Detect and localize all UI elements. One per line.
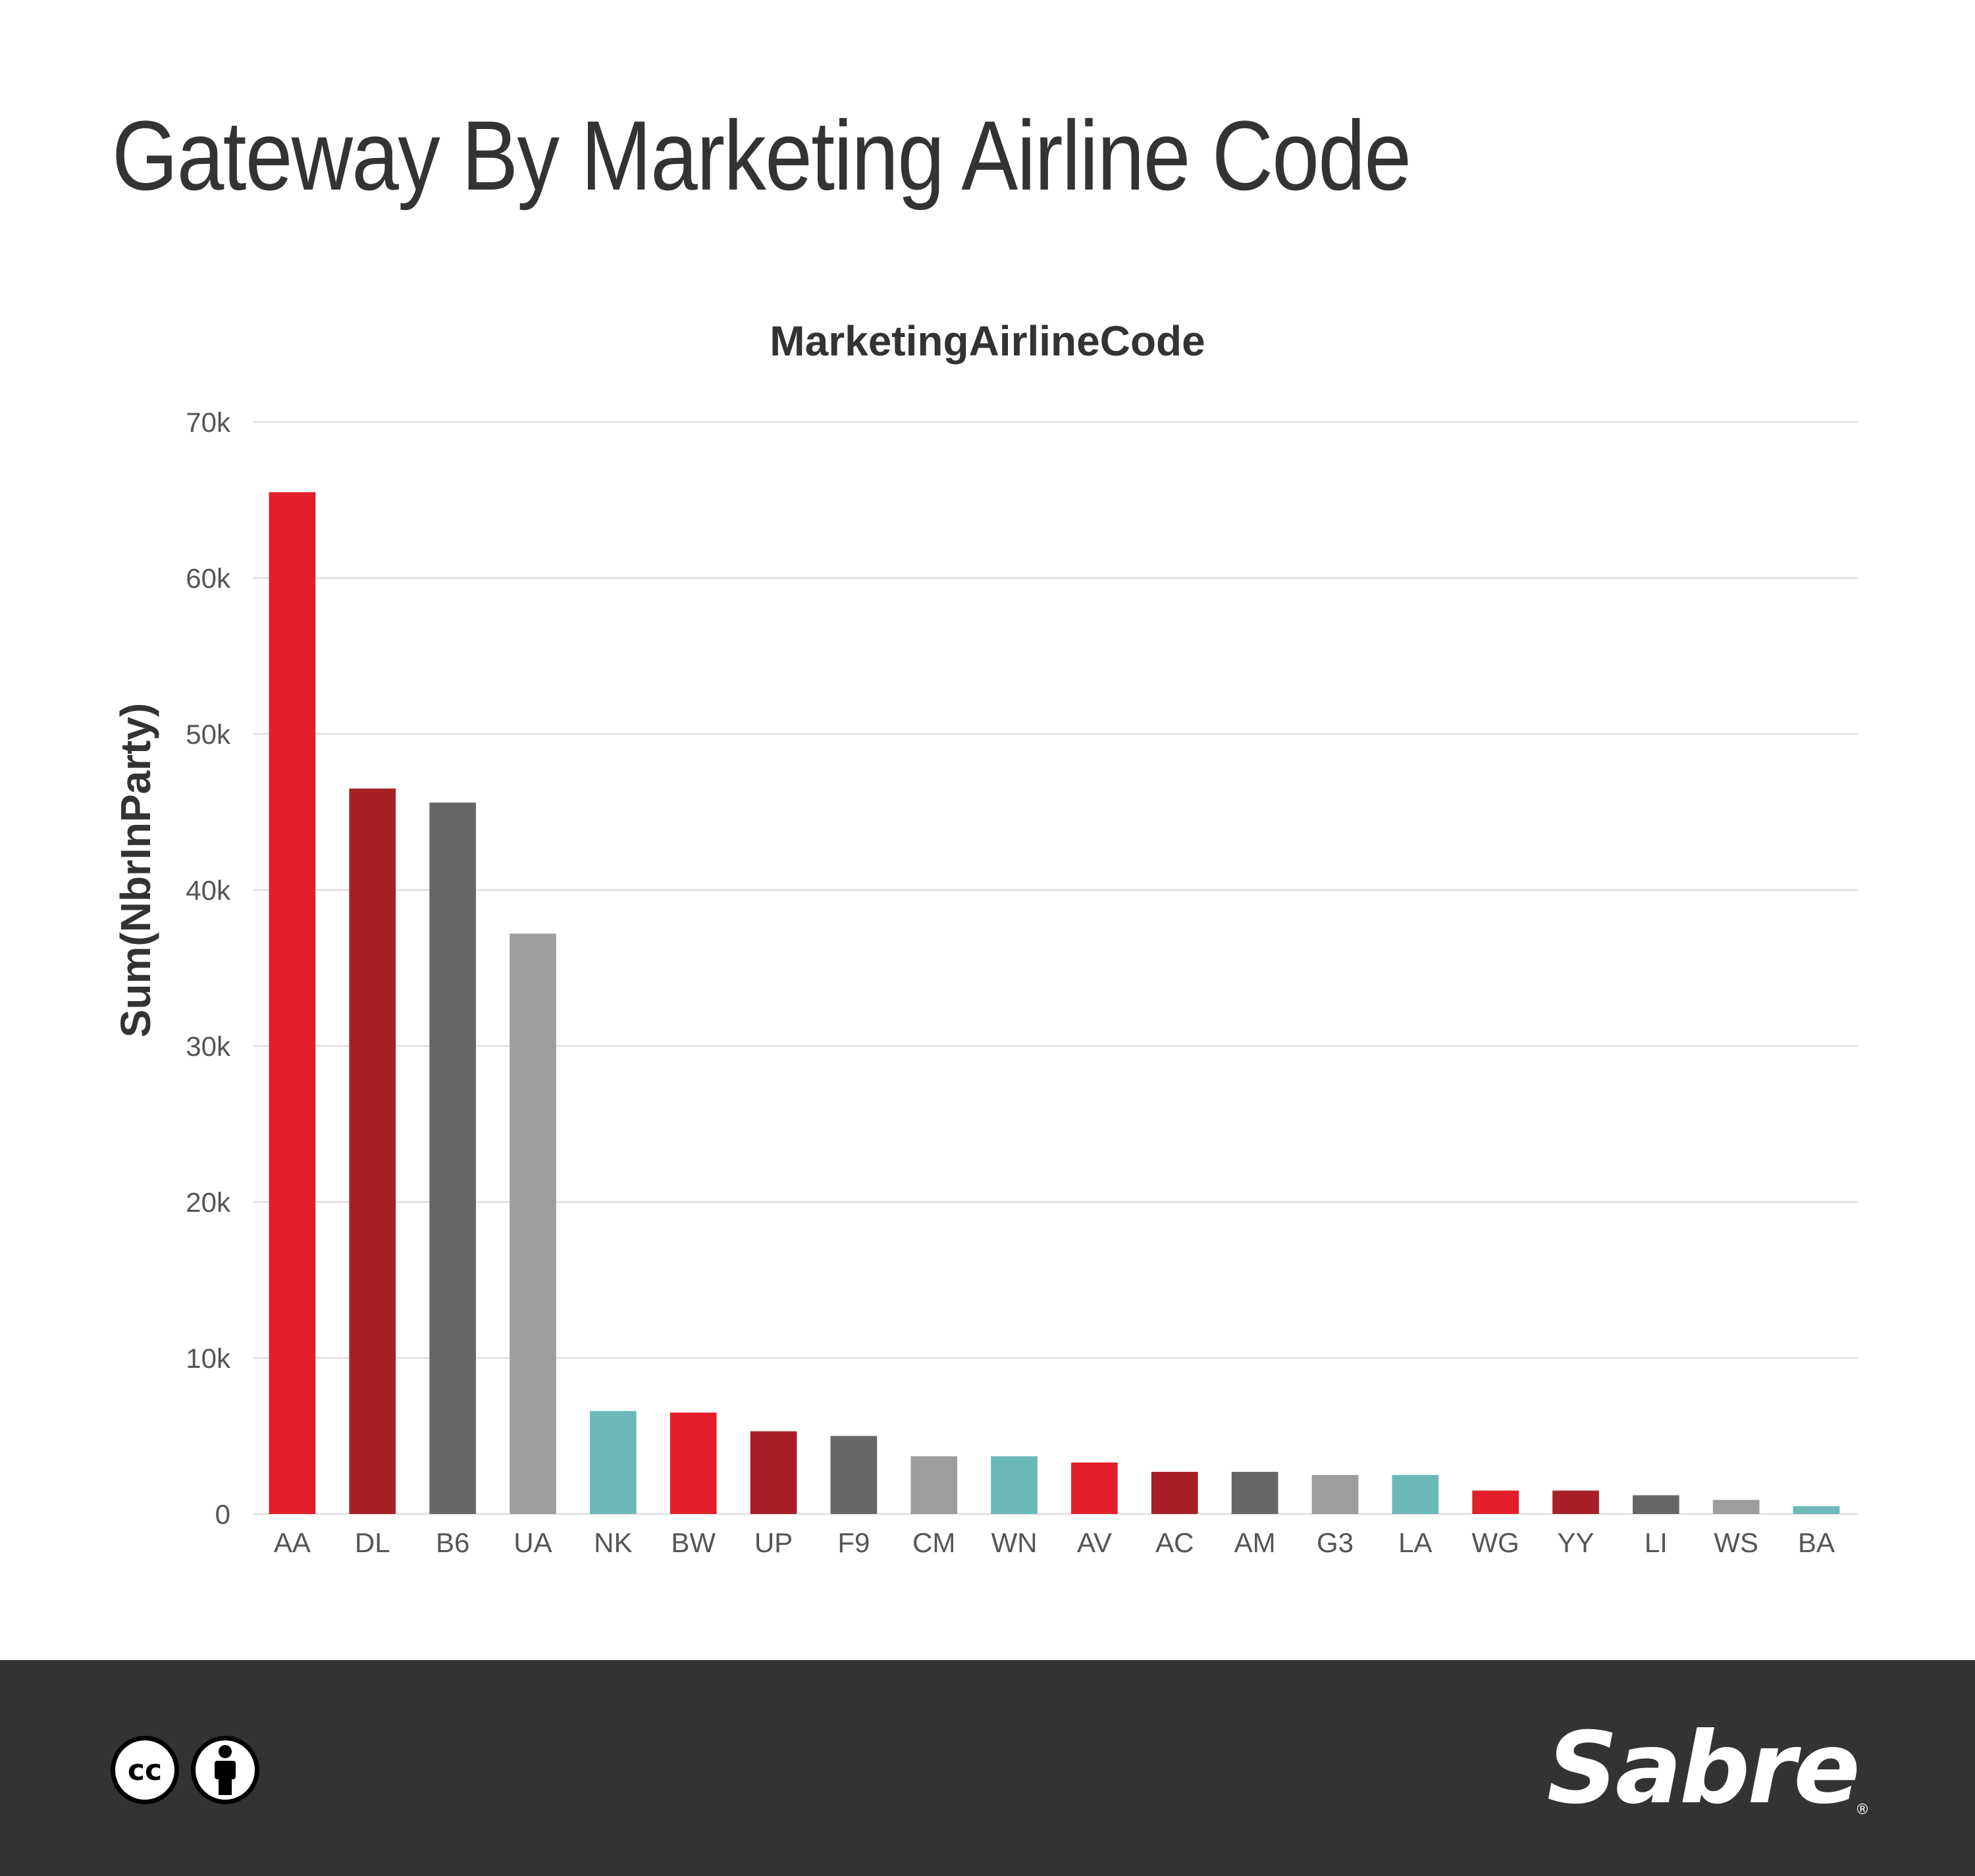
bar-cm[interactable] <box>910 1456 958 1514</box>
x-tick-label: BA <box>1798 1527 1835 1558</box>
bar-av[interactable] <box>1071 1462 1118 1514</box>
bar-li[interactable] <box>1633 1495 1679 1514</box>
y-tick-label: 40k <box>186 875 231 906</box>
y-tick-label: 60k <box>186 563 231 594</box>
x-tick-label: UA <box>514 1527 552 1558</box>
bar-la[interactable] <box>1392 1474 1439 1514</box>
bar-ba[interactable] <box>1793 1506 1840 1514</box>
cc-icon[interactable]: cc <box>111 1736 179 1804</box>
bar-b6[interactable] <box>429 802 476 1514</box>
person-icon <box>215 1745 236 1795</box>
bar-am[interactable] <box>1231 1472 1278 1514</box>
y-tick-label: 10k <box>186 1343 231 1374</box>
bar-g3[interactable] <box>1311 1474 1359 1514</box>
attribution-icon[interactable] <box>191 1736 259 1804</box>
x-tick-label: NK <box>594 1527 632 1558</box>
x-axis-ticks: AA DL B6 UA NK BW UP F9 CM WN AV AC AM G3 LA WG YY LI WS BA <box>274 1527 1835 1558</box>
y-tick-label: 20k <box>186 1187 231 1218</box>
x-tick-label: BW <box>671 1527 716 1558</box>
page-title: Gateway By Marketing Airline Code <box>112 100 1411 211</box>
x-tick-label: WS <box>1714 1527 1758 1558</box>
grid-lines <box>253 421 1858 1515</box>
x-tick-label: G3 <box>1317 1527 1354 1558</box>
bar-nk[interactable] <box>589 1411 637 1514</box>
x-tick-label: CM <box>912 1527 955 1558</box>
bar-wn[interactable] <box>991 1456 1038 1514</box>
x-tick-label: DL <box>355 1527 390 1558</box>
bar-ws[interactable] <box>1712 1499 1760 1514</box>
x-tick-label: WN <box>991 1527 1038 1558</box>
bar-f9[interactable] <box>830 1436 878 1515</box>
x-tick-label: LI <box>1645 1527 1668 1558</box>
y-tick-label: 0 <box>215 1499 230 1530</box>
bar-dl[interactable] <box>349 788 396 1514</box>
bar-aa[interactable] <box>269 492 316 1514</box>
sabre-logo: Sabre <box>1546 1711 1860 1826</box>
x-tick-label: AA <box>274 1527 311 1558</box>
bar-yy[interactable] <box>1552 1490 1599 1514</box>
license-icons: cc <box>111 1736 259 1804</box>
x-tick-label: LA <box>1398 1527 1432 1558</box>
y-axis-ticks: 0 10k 20k 30k 40k 50k 60k 70k <box>186 407 231 1530</box>
y-tick-label: 50k <box>186 719 231 750</box>
x-tick-label: F9 <box>837 1527 870 1558</box>
x-tick-label: UP <box>754 1527 793 1558</box>
y-axis-label: Sum(NbrInParty) <box>112 703 159 1038</box>
x-tick-label: AC <box>1155 1527 1194 1558</box>
x-tick-label: WG <box>1472 1527 1519 1558</box>
bar-ua[interactable] <box>510 933 556 1514</box>
x-tick-label: B6 <box>436 1527 469 1558</box>
registered-mark: ® <box>1855 1802 1870 1818</box>
y-tick-label: 30k <box>186 1031 231 1062</box>
x-tick-label: AV <box>1077 1527 1112 1558</box>
x-tick-label: AM <box>1234 1527 1276 1558</box>
bar-up[interactable] <box>750 1431 797 1514</box>
y-tick-label: 70k <box>186 407 231 438</box>
footer: cc Sabre ® <box>0 1660 1975 1876</box>
bar-wg[interactable] <box>1472 1490 1519 1514</box>
bars <box>269 492 1840 1514</box>
x-tick-label: YY <box>1558 1527 1594 1558</box>
chart-title: MarketingAirlineCode <box>770 317 1205 365</box>
bar-chart: MarketingAirlineCode Sum(NbrInParty) 0 10… <box>112 317 1858 1558</box>
bar-ac[interactable] <box>1151 1472 1198 1514</box>
bar-bw[interactable] <box>670 1412 717 1514</box>
